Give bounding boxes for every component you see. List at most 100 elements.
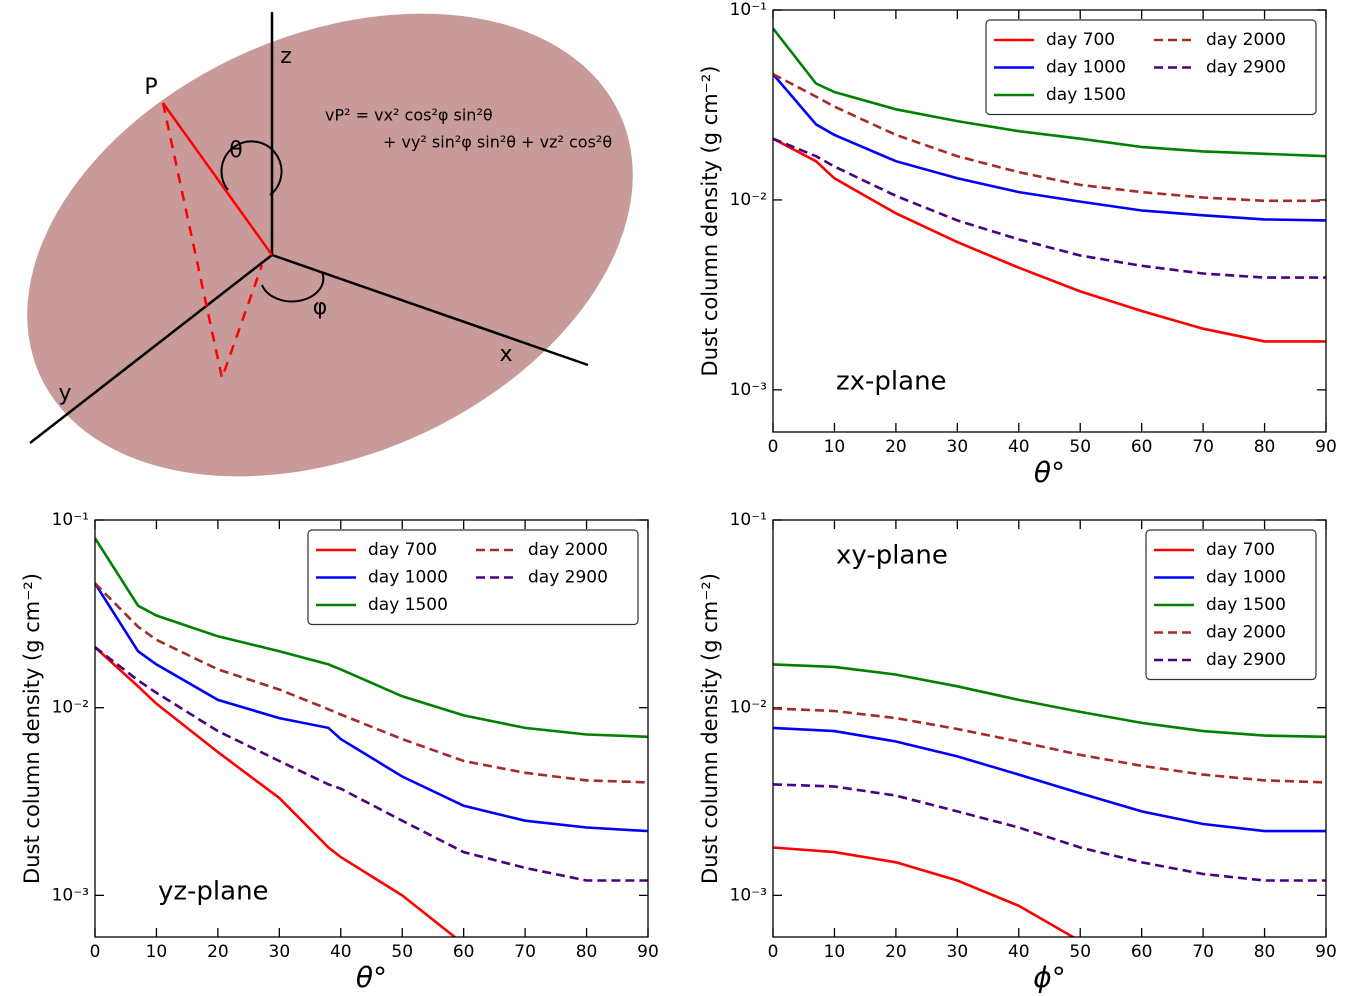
x-tick-label: 90 bbox=[637, 942, 659, 962]
series-line bbox=[773, 73, 1326, 222]
phi-arc bbox=[261, 271, 325, 303]
x-label: x bbox=[499, 342, 512, 367]
y-axis-label: Dust column density (g cm⁻²) bbox=[20, 573, 44, 884]
chart: 10⁻¹ 10⁻² 10⁻³ 0 10 20 30 40 50 60 70 80 90 ϕ° Dust co… bbox=[698, 510, 1337, 994]
series-line bbox=[773, 783, 1326, 882]
series-line bbox=[773, 137, 1326, 343]
series-line bbox=[773, 72, 1326, 203]
phi-label: φ bbox=[313, 295, 328, 320]
legend-label: day 2000 bbox=[1206, 623, 1286, 643]
legend-label: day 700 bbox=[1046, 30, 1115, 50]
series-line bbox=[773, 707, 1326, 784]
x-tick-label: 60 bbox=[1131, 942, 1153, 962]
series-line bbox=[773, 846, 1076, 937]
y-tick-label: 10⁻³ bbox=[730, 885, 767, 905]
x-tick-label: 70 bbox=[1192, 437, 1214, 457]
x-tick-label: 30 bbox=[947, 437, 969, 457]
legend-box bbox=[307, 529, 639, 626]
y-tick-label: 10⁻¹ bbox=[730, 0, 767, 20]
legend-label: day 2000 bbox=[1206, 30, 1286, 50]
x-tick-label: 60 bbox=[1131, 437, 1153, 457]
plot-frame bbox=[772, 519, 1327, 938]
y-label: y bbox=[58, 381, 71, 406]
legend-label: day 700 bbox=[1206, 540, 1275, 560]
x-axis bbox=[271, 253, 589, 367]
theta-arc bbox=[220, 140, 283, 196]
legend-label: day 700 bbox=[368, 540, 437, 560]
legend-label: day 1000 bbox=[1046, 58, 1126, 78]
series-line bbox=[773, 663, 1326, 739]
x-tick-label: 50 bbox=[1069, 942, 1091, 962]
plot-frame bbox=[94, 519, 649, 938]
x-tick-label: 80 bbox=[1254, 437, 1276, 457]
panel-annotation: zx-plane bbox=[836, 367, 947, 397]
legend-label: day 2900 bbox=[1206, 650, 1286, 670]
x-axis-label: θ° bbox=[356, 961, 387, 994]
legend-label: day 1000 bbox=[368, 568, 448, 588]
y-tick-label: 10⁻² bbox=[730, 698, 767, 718]
y-axis-label: Dust column density (g cm⁻²) bbox=[698, 573, 722, 884]
legend-label: day 2900 bbox=[528, 568, 608, 588]
panel-annotation: yz-plane bbox=[158, 877, 269, 907]
theta-label: θ bbox=[229, 138, 242, 163]
series-line bbox=[95, 646, 457, 937]
x-tick-label: 0 bbox=[768, 942, 779, 962]
x-tick-label: 40 bbox=[330, 942, 352, 962]
x-tick-label: 0 bbox=[90, 942, 101, 962]
y-tick-label: 10⁻¹ bbox=[730, 510, 767, 530]
series-line bbox=[773, 27, 1326, 158]
legend-label: day 1500 bbox=[1206, 595, 1286, 615]
z-label: z bbox=[280, 44, 292, 69]
x-tick-label: 30 bbox=[947, 942, 969, 962]
legend-label: day 2000 bbox=[528, 540, 608, 560]
x-tick-label: 60 bbox=[453, 942, 475, 962]
y-axis bbox=[29, 254, 273, 444]
x-tick-label: 40 bbox=[1008, 437, 1030, 457]
y-tick-label: 10⁻¹ bbox=[52, 510, 89, 530]
legend-label: day 2900 bbox=[1206, 58, 1286, 78]
x-tick-label: 90 bbox=[1315, 437, 1337, 457]
x-tick-label: 90 bbox=[1315, 942, 1337, 962]
x-tick-label: 30 bbox=[269, 942, 291, 962]
series-line bbox=[773, 137, 1326, 279]
y-tick-label: 10⁻² bbox=[52, 698, 89, 718]
legend-label: day 1500 bbox=[1046, 85, 1126, 105]
x-tick-label: 0 bbox=[768, 437, 779, 457]
plot-frame bbox=[772, 9, 1327, 433]
plane-ellipse bbox=[27, 13, 633, 477]
x-tick-label: 80 bbox=[1254, 942, 1276, 962]
x-tick-label: 80 bbox=[576, 942, 598, 962]
legend-label: day 1000 bbox=[1206, 568, 1286, 588]
series-line bbox=[95, 582, 648, 833]
series-line bbox=[773, 726, 1326, 833]
p-label: P bbox=[144, 75, 157, 100]
x-tick-label: 10 bbox=[146, 942, 168, 962]
formula-line: + vy² sin²φ sin²θ + vz² cos²θ bbox=[383, 133, 612, 152]
series-line bbox=[95, 537, 648, 739]
formula-line: vP² = vx² cos²φ sin²θ bbox=[325, 106, 493, 125]
x-axis-label: ϕ° bbox=[1033, 961, 1065, 994]
legend-box bbox=[1145, 529, 1317, 681]
panel-annotation: xy-plane bbox=[836, 541, 948, 571]
x-tick-label: 20 bbox=[207, 942, 229, 962]
x-axis-label: θ° bbox=[1034, 456, 1065, 489]
x-tick-label: 70 bbox=[1192, 942, 1214, 962]
x-tick-label: 50 bbox=[1069, 437, 1091, 457]
y-axis-label: Dust column density (g cm⁻²) bbox=[698, 66, 722, 377]
p-vector bbox=[161, 102, 274, 256]
x-tick-label: 70 bbox=[514, 942, 536, 962]
chart: 10⁻¹ 10⁻² 10⁻³ 0 10 20 30 40 50 60 70 80 90 θ° Dust co… bbox=[20, 510, 659, 994]
x-tick-label: 50 bbox=[391, 942, 413, 962]
y-tick-label: 10⁻² bbox=[730, 190, 767, 210]
series-line bbox=[95, 646, 648, 882]
diagram: z x y P θ φ vP² = vx² cos²φ sin²θ + vy² … bbox=[27, 12, 633, 477]
x-tick-label: 40 bbox=[1008, 942, 1030, 962]
x-tick-label: 10 bbox=[824, 942, 846, 962]
projection bbox=[161, 102, 264, 383]
legend-box bbox=[985, 19, 1317, 116]
legend-label: day 1500 bbox=[368, 595, 448, 615]
x-tick-label: 20 bbox=[885, 437, 907, 457]
y-tick-label: 10⁻³ bbox=[52, 885, 89, 905]
